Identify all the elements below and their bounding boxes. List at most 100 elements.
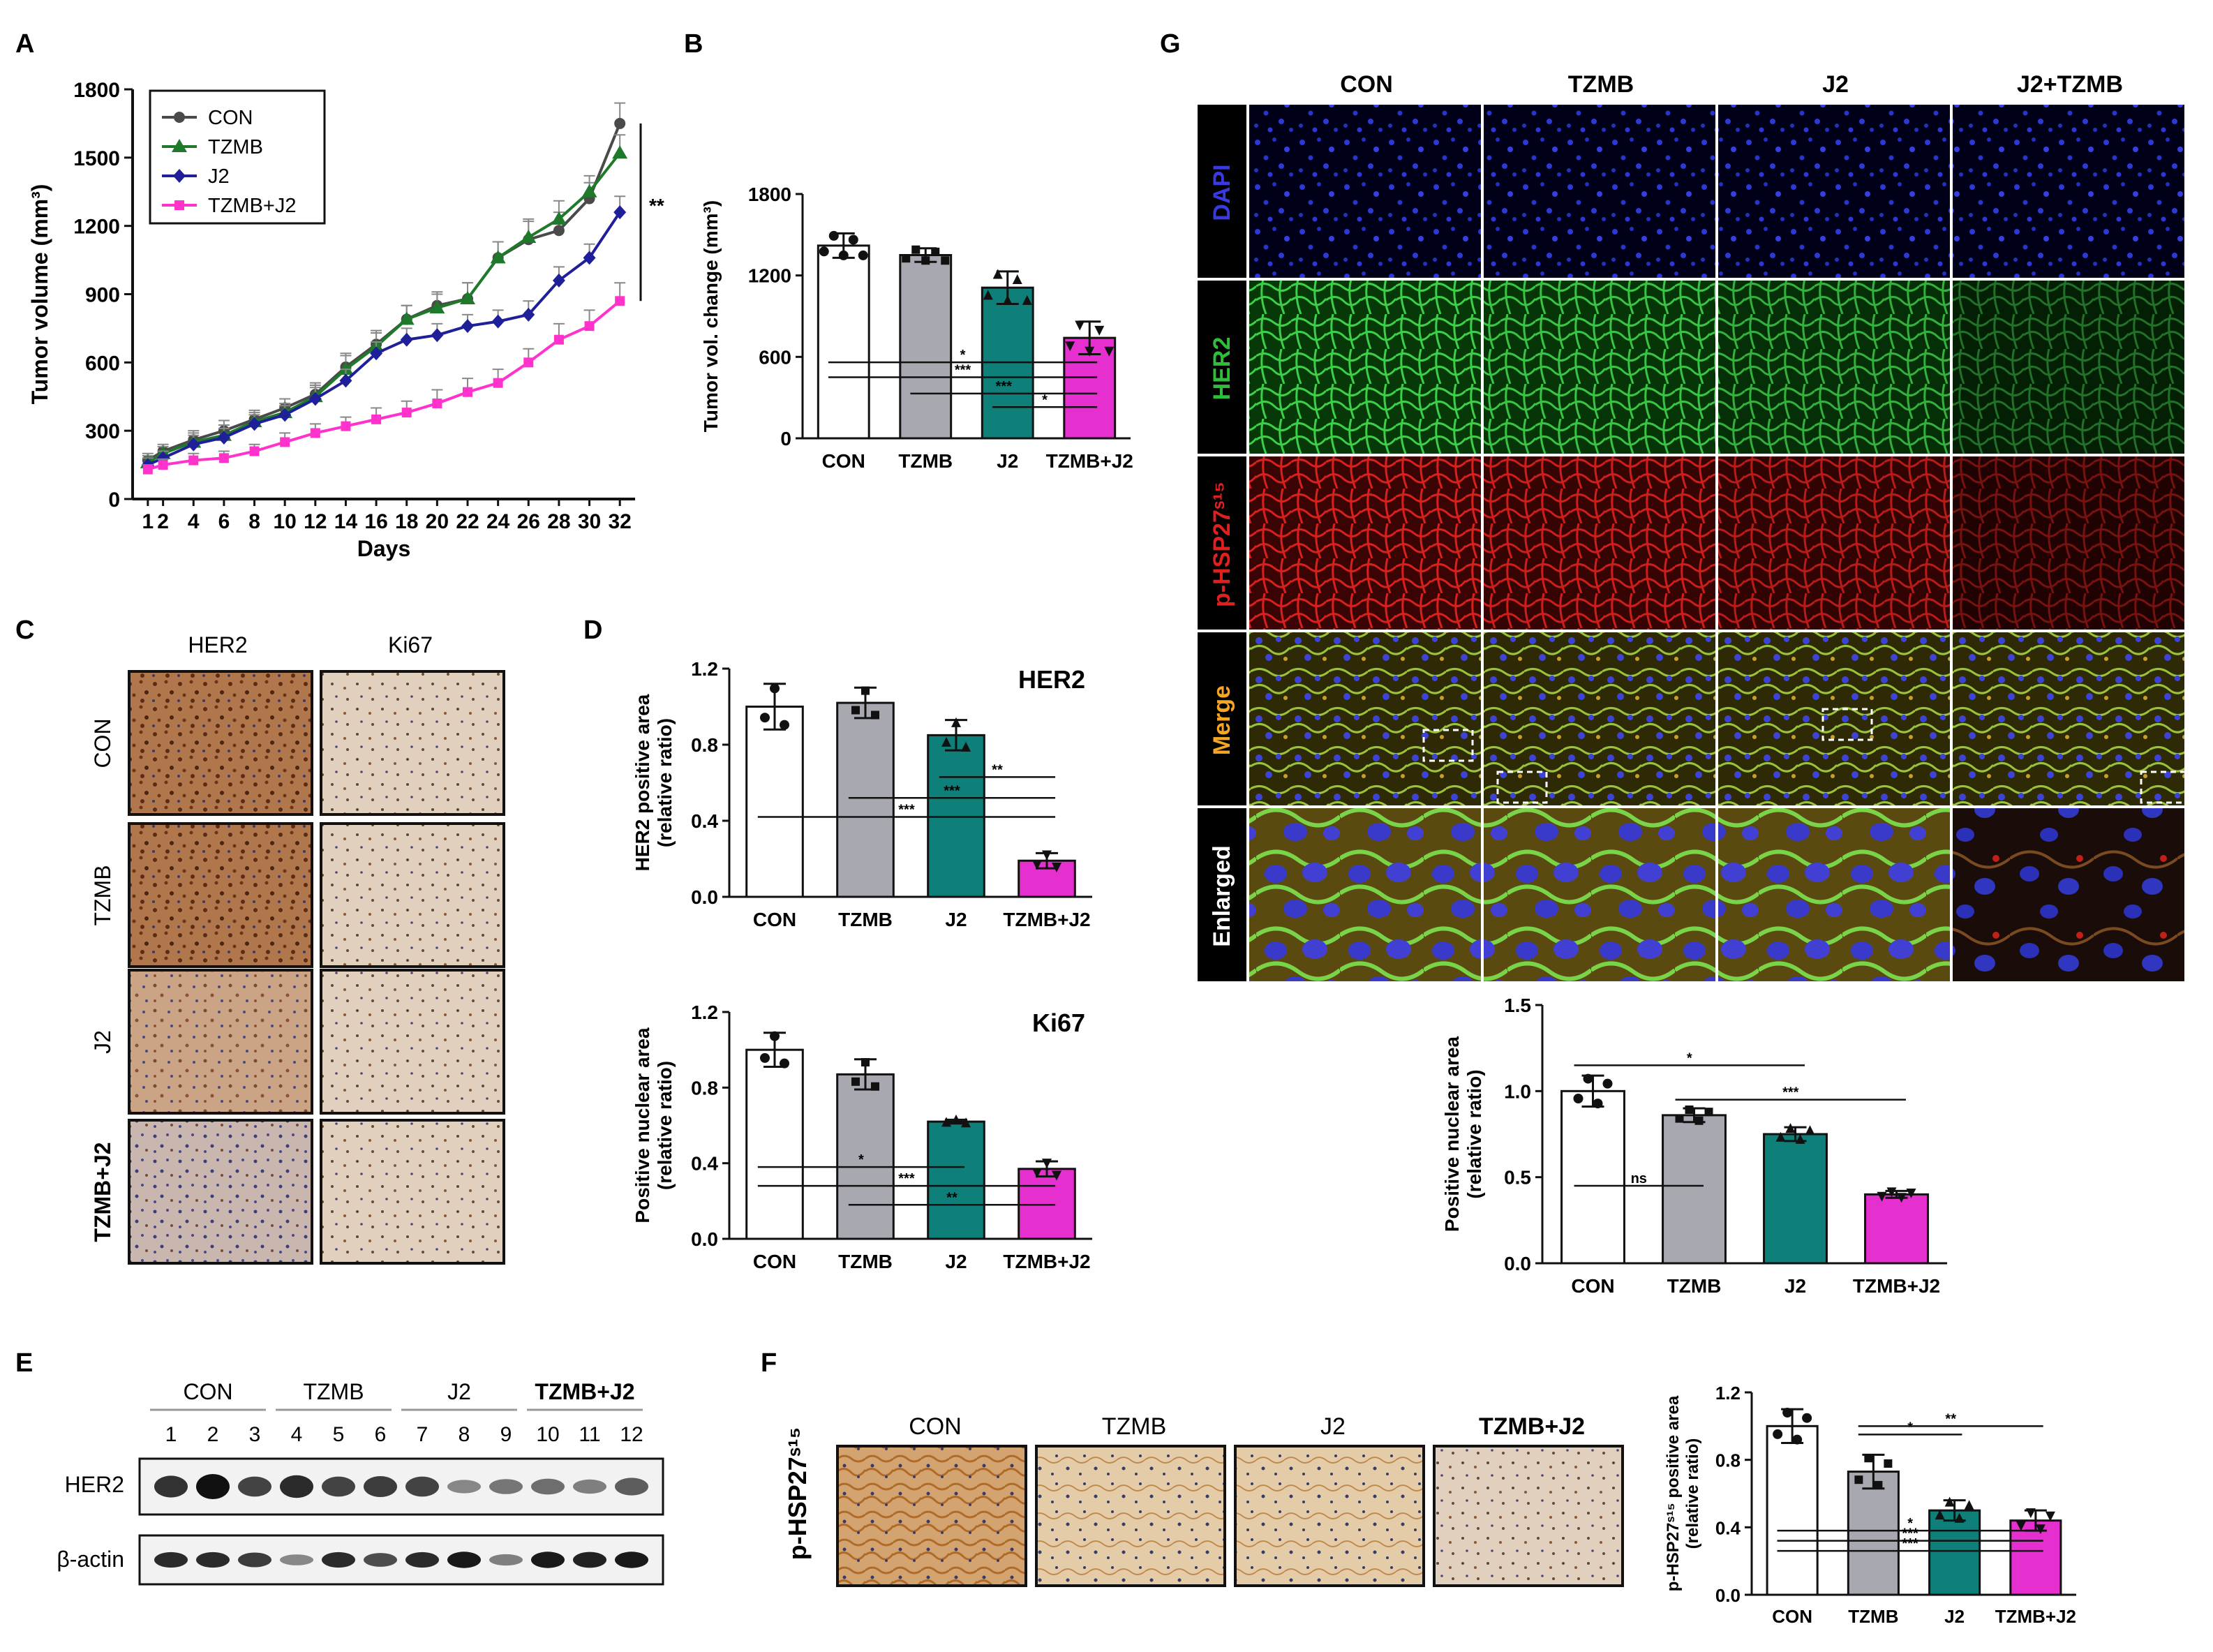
f-img-combo — [1433, 1445, 1624, 1587]
a-legend-marker — [174, 200, 184, 210]
g-point — [1602, 1078, 1613, 1089]
b-sig-label: *** — [996, 379, 1013, 394]
d2-title: Ki67 — [1032, 1009, 1085, 1037]
g-point — [1886, 1187, 1897, 1198]
a-legend-label: J2 — [208, 165, 230, 188]
a-data-point — [522, 307, 535, 322]
d1-bar — [836, 701, 895, 898]
a-data-point — [158, 460, 168, 470]
e-band-actin — [615, 1551, 648, 1568]
g-image-cell — [1249, 281, 1481, 454]
a-data-point — [248, 417, 261, 431]
d1-sig-label: *** — [898, 803, 915, 818]
e-band-actin — [531, 1551, 565, 1568]
a-xtick-label: 24 — [486, 510, 510, 533]
chart-f-phsp27: 0.0 0.4 0.8 1.2 p-HSP27ˢ¹⁵ positive area (rel… — [1664, 1383, 2076, 1627]
g-point — [1583, 1073, 1593, 1084]
b-sig-label: *** — [955, 363, 971, 378]
chart-g-nuclear: 0.0 0.5 1.0 1.5 Positive nuclear area (relati… — [1441, 995, 1947, 1297]
d2-point — [861, 1058, 870, 1067]
a-xtick-label: 2 — [157, 510, 169, 533]
a-data-point — [398, 311, 415, 325]
g-image-cell — [1249, 105, 1481, 278]
d1-sig-label: *** — [944, 783, 960, 798]
g-image-cell — [1953, 632, 2184, 805]
b-bar — [1063, 336, 1117, 440]
b-ylabel: Tumor vol. change (mm³) — [700, 200, 722, 432]
f-point — [1782, 1408, 1793, 1417]
e-band-actin-label: β-actin — [57, 1547, 124, 1572]
a-data-point — [552, 273, 565, 288]
f-sig-label: *** — [1902, 1526, 1918, 1542]
g-ylabel-unit: (relative ratio) — [1463, 1069, 1485, 1198]
b-point — [983, 290, 993, 300]
a-xtick-label: 4 — [188, 510, 200, 533]
c-img-combo-her2 — [128, 1119, 313, 1265]
a-data-point — [249, 446, 260, 456]
a-xtick-label: 32 — [608, 510, 631, 533]
f-col-con: CON — [909, 1413, 962, 1440]
a-data-point — [339, 373, 352, 388]
d2-bar — [836, 1073, 895, 1240]
panel-g-fluorescence: CON TZMB J2 J2+TZMB DAPI HER2 p-HSP27ˢ¹⁵ Merge… — [1198, 71, 2196, 981]
g-image-cell — [1484, 105, 1715, 278]
f-ylabel: p-HSP27ˢ¹⁵ positive area — [1664, 1395, 1683, 1591]
g-point — [1675, 1114, 1684, 1123]
a-data-point — [308, 392, 322, 406]
e-band-actin — [364, 1553, 397, 1567]
g-point — [1685, 1105, 1694, 1114]
g-image-cell — [1249, 456, 1481, 630]
e-band-her2 — [573, 1479, 606, 1494]
e-lane-number: 11 — [579, 1423, 600, 1446]
a-xtick-label: 14 — [334, 510, 358, 533]
e-group-label: TZMB — [303, 1379, 364, 1404]
e-lane-number: 2 — [207, 1423, 219, 1446]
d2-sig-label: * — [858, 1152, 864, 1168]
d2-point — [1052, 1170, 1061, 1181]
b-point — [1002, 295, 1013, 305]
c-row-con: CON — [90, 718, 115, 768]
a-ytick-label: 300 — [85, 420, 120, 443]
a-data-point — [401, 408, 412, 418]
a-data-point — [400, 332, 413, 347]
b-point — [911, 245, 921, 254]
a-data-point — [338, 362, 354, 375]
a-data-point — [187, 437, 200, 452]
g-image-cell — [1953, 281, 2184, 454]
b-point — [848, 235, 858, 245]
e-band-her2 — [364, 1476, 397, 1497]
d1-point — [760, 713, 770, 723]
d1-xtick-label: TZMB — [838, 909, 893, 930]
g-image-cell — [1484, 808, 1715, 981]
a-data-point — [432, 399, 442, 409]
g-row-label: DAPI — [1209, 164, 1235, 221]
g-row-label: Enlarged — [1209, 845, 1235, 946]
b-point — [1065, 341, 1075, 352]
g-point — [1805, 1125, 1815, 1136]
g-point — [1694, 1116, 1704, 1125]
d1-sig-label: ** — [992, 762, 1003, 777]
g-point — [1593, 1099, 1603, 1109]
c-img-combo-ki67 — [320, 1119, 505, 1265]
d2-point — [770, 1031, 780, 1041]
a-data-point — [615, 296, 625, 306]
f-bar — [1766, 1424, 1819, 1596]
d1-xtick-label: CON — [753, 909, 796, 930]
a-data-point — [371, 414, 382, 424]
f-sig-label: ** — [1945, 1411, 1956, 1427]
e-band-her2 — [196, 1474, 230, 1499]
g-ytick-label: 0.5 — [1504, 1167, 1531, 1189]
g-image-cell — [1718, 456, 1950, 630]
b-ytick-label: 0 — [780, 428, 791, 449]
a-xtick-label: 8 — [248, 510, 260, 533]
b-point — [819, 246, 829, 257]
e-group-label: J2 — [447, 1379, 471, 1404]
f-point — [2025, 1508, 2036, 1519]
a-ytick-label: 1200 — [73, 216, 120, 239]
f-point — [1954, 1512, 1965, 1523]
d2-ylabel-unit: (relative ratio) — [654, 1061, 676, 1190]
a-data-point — [612, 145, 628, 159]
a-data-point — [460, 291, 475, 305]
a-data-point — [553, 334, 564, 345]
g-ylabel: Positive nuclear area — [1441, 1036, 1463, 1233]
